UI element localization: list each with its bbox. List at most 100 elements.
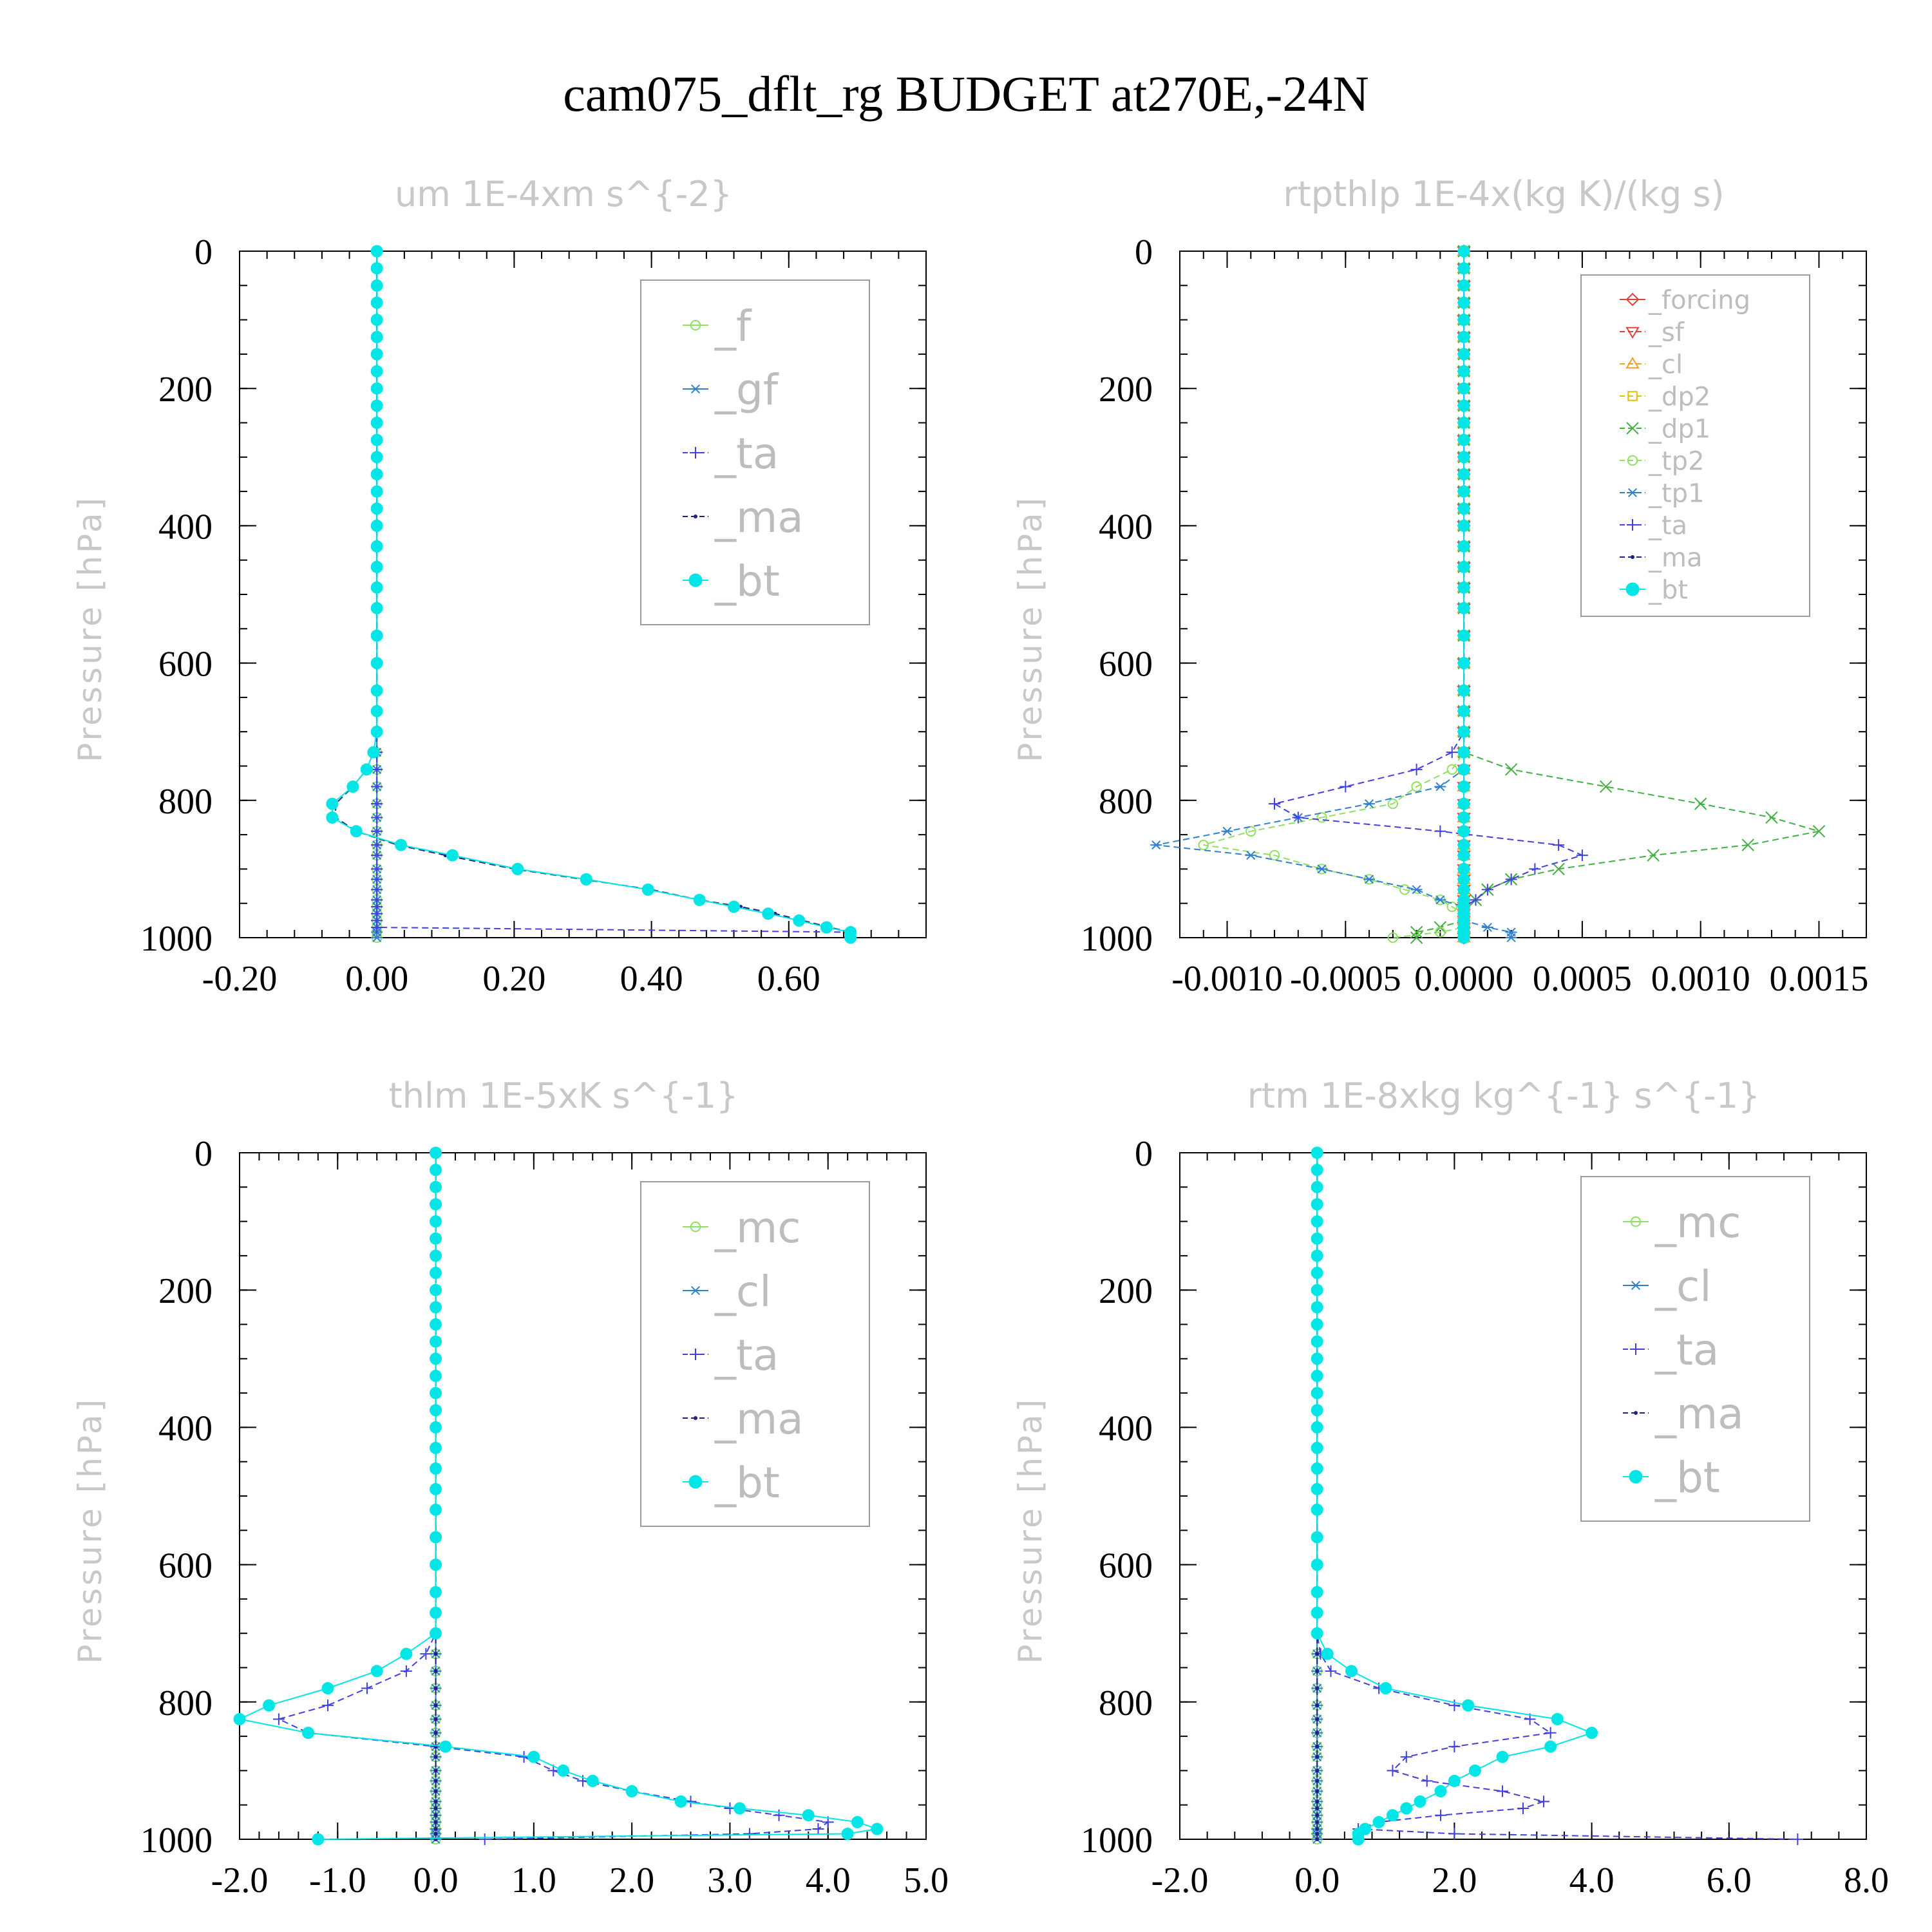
data-point (1496, 1750, 1509, 1763)
legend-item-bt: _bt (683, 556, 780, 606)
series-ta (1269, 245, 1588, 943)
data-point (1421, 1775, 1433, 1787)
legend-item-mc: _mc (1623, 1198, 1741, 1247)
data-point (1221, 826, 1233, 836)
data-point (433, 1806, 438, 1811)
data-point (1457, 314, 1470, 327)
data-point (1446, 764, 1457, 775)
chart-panel-4: rtm 1E-8xkg kg^{-1} s^{-1} Pressure [hPa]… (1012, 1075, 1889, 1900)
data-point (1457, 382, 1470, 395)
data-point (841, 1827, 854, 1840)
chart-panel-2: rtpthlp 1E-4x(kg K)/(kg s) Pressure [hPa]… (1012, 174, 1868, 999)
data-point (1457, 684, 1470, 697)
data-point (1386, 1809, 1399, 1822)
data-point (430, 1462, 442, 1475)
y-axis-label: Pressure [hPa] (71, 1397, 109, 1664)
legend-label: _dp1 (1648, 414, 1710, 444)
legend-label: _f (714, 301, 752, 351)
data-point (1311, 1164, 1323, 1177)
data-point (1315, 1837, 1320, 1841)
data-point (1315, 1832, 1320, 1836)
data-point (370, 314, 383, 327)
data-point (1457, 417, 1470, 429)
data-point (1321, 1647, 1334, 1660)
data-point (370, 519, 383, 532)
legend-item-ma: _ma (1620, 543, 1702, 573)
data-point (625, 1785, 638, 1797)
data-point (1311, 1404, 1323, 1417)
data-point (371, 825, 383, 837)
x-tick-label: 0.0 (1294, 1861, 1340, 1900)
series-line (1203, 251, 1465, 938)
legend-label: _ta (714, 429, 779, 478)
data-point (433, 1755, 438, 1759)
y-tick-label: 0 (1135, 1134, 1153, 1174)
data-point (580, 873, 592, 886)
legend-item-ma: _ma (683, 1394, 804, 1444)
data-point (1325, 1665, 1337, 1677)
data-point (322, 1700, 334, 1712)
data-point (371, 839, 383, 851)
data-point (557, 1764, 570, 1777)
data-point (1457, 365, 1470, 378)
y-tick-label: 1000 (1081, 1821, 1153, 1861)
y-tick-label: 600 (158, 1546, 213, 1586)
data-point (370, 433, 383, 446)
data-point (1586, 1727, 1598, 1739)
data-point (430, 1198, 442, 1211)
data-point (370, 262, 383, 275)
data-point (1410, 885, 1423, 895)
legend-item-forcing: _forcing (1620, 285, 1750, 315)
x-tick-label: 0.00 (345, 959, 408, 999)
data-point (430, 1404, 442, 1417)
data-point (433, 1686, 438, 1690)
data-point (1315, 1799, 1320, 1804)
data-point (430, 1215, 442, 1228)
x-tick-label: 4.0 (1569, 1861, 1615, 1900)
y-tick-label: 600 (1099, 645, 1153, 685)
data-point (1311, 1352, 1323, 1365)
data-point (1311, 1232, 1323, 1245)
legend-label: _bt (714, 556, 780, 606)
data-point (1315, 1768, 1320, 1773)
axis-ticks (1179, 251, 1867, 938)
data-point (370, 417, 383, 429)
data-point (1400, 1751, 1412, 1763)
data-point (1435, 1809, 1447, 1821)
data-point (1315, 1717, 1320, 1721)
data-point (430, 1249, 442, 1262)
data-point (1315, 1813, 1320, 1817)
legend-item-ta: _ta (1623, 1325, 1719, 1375)
panel-title: thlm 1E-5xK s^{-1} (389, 1075, 739, 1116)
data-point (1647, 849, 1660, 862)
y-tick-label: 1000 (1081, 919, 1153, 959)
legend-label: _bt (714, 1458, 780, 1508)
legend-item-bt: _bt (683, 1458, 780, 1508)
data-point (420, 1648, 432, 1660)
data-point (1457, 485, 1470, 498)
legend-item-ta: _ta (683, 429, 779, 478)
data-point (430, 1318, 442, 1331)
data-point (1457, 262, 1470, 275)
legend-label: _ta (714, 1331, 779, 1380)
data-point (1448, 1741, 1461, 1753)
data-point (370, 279, 383, 292)
data-point (641, 883, 654, 896)
data-point (430, 1335, 442, 1348)
y-tick-label: 800 (1099, 1683, 1153, 1723)
legend-label: _tp1 (1648, 478, 1705, 508)
legend-item-dp1: _dp1 (1620, 414, 1710, 444)
data-point (1311, 1335, 1323, 1348)
y-tick-label: 0 (194, 232, 213, 272)
data-point (446, 849, 459, 862)
legend-label: _gf (714, 365, 779, 415)
data-point (430, 1301, 442, 1314)
data-point (371, 863, 383, 875)
data-point (433, 1730, 438, 1735)
x-tick-label: 5.0 (904, 1861, 949, 1900)
data-point (1457, 296, 1470, 309)
data-point (1457, 780, 1470, 793)
data-point (1551, 1712, 1564, 1725)
legend-label: _mc (714, 1203, 801, 1253)
data-point (433, 1832, 438, 1836)
